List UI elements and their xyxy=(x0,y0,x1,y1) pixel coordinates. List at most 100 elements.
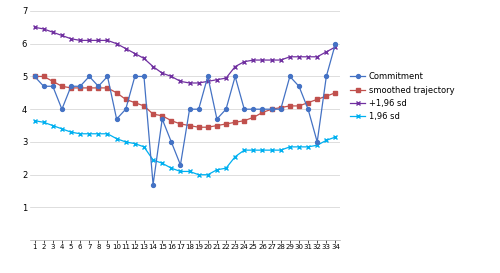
+1,96 sd xyxy=(278,58,283,62)
smoothed trajectory xyxy=(260,111,266,114)
+1,96 sd xyxy=(68,37,74,40)
Commitment xyxy=(122,108,128,111)
smoothed trajectory xyxy=(214,124,220,127)
smoothed trajectory xyxy=(104,86,110,90)
+1,96 sd xyxy=(332,45,338,49)
smoothed trajectory xyxy=(32,75,38,78)
Commitment xyxy=(332,42,338,45)
+1,96 sd xyxy=(150,65,156,68)
Commitment xyxy=(186,108,192,111)
+1,96 sd xyxy=(287,55,293,58)
smoothed trajectory xyxy=(96,86,102,90)
Commitment xyxy=(278,108,283,111)
+1,96 sd xyxy=(141,57,147,60)
Commitment xyxy=(250,108,256,111)
1,96 sd xyxy=(86,132,92,135)
1,96 sd xyxy=(50,124,56,127)
Commitment xyxy=(168,140,174,144)
+1,96 sd xyxy=(186,81,192,85)
1,96 sd xyxy=(40,121,46,124)
Commitment xyxy=(324,75,330,78)
+1,96 sd xyxy=(324,50,330,54)
1,96 sd xyxy=(68,130,74,134)
1,96 sd xyxy=(114,137,119,140)
smoothed trajectory xyxy=(68,86,74,90)
1,96 sd xyxy=(168,167,174,170)
Commitment xyxy=(305,108,311,111)
smoothed trajectory xyxy=(77,86,83,90)
+1,96 sd xyxy=(132,52,138,55)
smoothed trajectory xyxy=(141,104,147,108)
Commitment xyxy=(104,75,110,78)
1,96 sd xyxy=(287,145,293,149)
1,96 sd xyxy=(186,170,192,173)
1,96 sd xyxy=(77,132,83,135)
Line: 1,96 sd: 1,96 sd xyxy=(32,118,338,177)
+1,96 sd xyxy=(50,31,56,34)
smoothed trajectory xyxy=(50,80,56,83)
1,96 sd xyxy=(223,167,229,170)
1,96 sd xyxy=(196,173,202,176)
1,96 sd xyxy=(332,135,338,139)
smoothed trajectory xyxy=(287,104,293,108)
Commitment xyxy=(59,108,65,111)
smoothed trajectory xyxy=(122,98,128,101)
1,96 sd xyxy=(178,170,184,173)
smoothed trajectory xyxy=(242,119,248,122)
Commitment xyxy=(132,75,138,78)
Legend: Commitment, smoothed trajectory, +1,96 sd, 1,96 sd: Commitment, smoothed trajectory, +1,96 s… xyxy=(350,72,455,121)
smoothed trajectory xyxy=(250,116,256,119)
1,96 sd xyxy=(278,149,283,152)
1,96 sd xyxy=(141,145,147,149)
+1,96 sd xyxy=(59,34,65,37)
Commitment xyxy=(114,117,119,121)
+1,96 sd xyxy=(214,78,220,81)
Commitment xyxy=(178,163,184,167)
smoothed trajectory xyxy=(150,112,156,116)
1,96 sd xyxy=(296,145,302,149)
1,96 sd xyxy=(324,139,330,142)
1,96 sd xyxy=(232,155,238,158)
smoothed trajectory xyxy=(268,108,274,111)
smoothed trajectory xyxy=(178,122,184,126)
Commitment xyxy=(40,85,46,88)
Commitment xyxy=(287,75,293,78)
+1,96 sd xyxy=(314,55,320,58)
+1,96 sd xyxy=(104,39,110,42)
1,96 sd xyxy=(268,149,274,152)
smoothed trajectory xyxy=(305,101,311,104)
Commitment xyxy=(141,75,147,78)
Commitment xyxy=(214,117,220,121)
Commitment xyxy=(242,108,248,111)
+1,96 sd xyxy=(96,39,102,42)
Commitment xyxy=(314,140,320,144)
smoothed trajectory xyxy=(324,94,330,98)
1,96 sd xyxy=(159,162,165,165)
smoothed trajectory xyxy=(196,126,202,129)
Commitment xyxy=(77,85,83,88)
+1,96 sd xyxy=(205,80,211,83)
smoothed trajectory xyxy=(278,106,283,109)
+1,96 sd xyxy=(86,39,92,42)
+1,96 sd xyxy=(260,58,266,62)
+1,96 sd xyxy=(159,72,165,75)
1,96 sd xyxy=(96,132,102,135)
1,96 sd xyxy=(205,173,211,176)
Line: Commitment: Commitment xyxy=(32,42,338,186)
1,96 sd xyxy=(260,149,266,152)
smoothed trajectory xyxy=(205,126,211,129)
1,96 sd xyxy=(250,149,256,152)
smoothed trajectory xyxy=(159,114,165,117)
1,96 sd xyxy=(242,149,248,152)
Line: +1,96 sd: +1,96 sd xyxy=(32,25,338,85)
+1,96 sd xyxy=(32,26,38,29)
Commitment xyxy=(268,108,274,111)
Commitment xyxy=(32,75,38,78)
Line: smoothed trajectory: smoothed trajectory xyxy=(32,75,338,129)
Commitment xyxy=(96,85,102,88)
+1,96 sd xyxy=(250,58,256,62)
+1,96 sd xyxy=(40,27,46,31)
smoothed trajectory xyxy=(114,91,119,94)
+1,96 sd xyxy=(305,55,311,58)
smoothed trajectory xyxy=(59,85,65,88)
